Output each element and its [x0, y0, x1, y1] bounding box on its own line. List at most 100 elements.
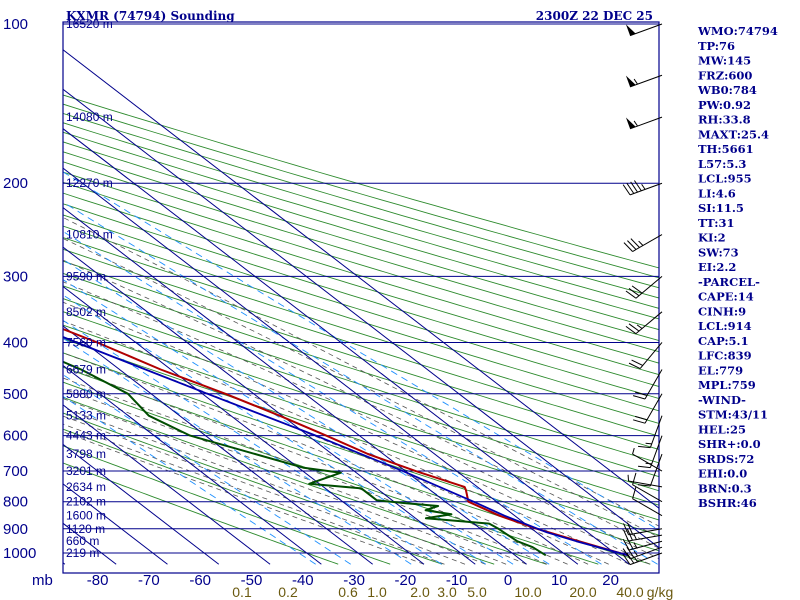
height-tick-label: 1120 m: [66, 522, 105, 536]
pressure-tick-label: 500: [3, 386, 28, 403]
background-lines: [63, 49, 659, 565]
height-tick-label: 660 m: [66, 534, 99, 548]
height-tick-label: 8502 m: [66, 305, 106, 319]
dry-adiabat: [63, 192, 659, 376]
sounding-index: EI:2.2: [698, 260, 736, 274]
wind-barb: [632, 369, 663, 400]
dry-adiabat: [63, 181, 659, 364]
isotherm: [63, 562, 66, 565]
dry-adiabat: [63, 285, 659, 478]
height-tick-label: 10810 m: [66, 228, 113, 242]
mixing-ratio-line: [63, 337, 412, 565]
mixing-ratio-label: 2.0: [410, 584, 430, 600]
dry-adiabat: [63, 237, 659, 424]
height-tick-label: 6679 m: [66, 363, 106, 377]
plot-frame: [62, 21, 660, 574]
temperature-tick-label: 20: [602, 572, 619, 589]
wind-barb: [625, 311, 663, 335]
mixing-ratio-label: 5.0: [467, 584, 487, 600]
temperature-tick-label: -20: [395, 572, 417, 589]
height-tick-label: 2102 m: [66, 495, 106, 509]
sounding-index: EHI:0.0: [698, 467, 747, 481]
sounding-index: MPL:759: [698, 378, 756, 392]
wind-barb: [627, 474, 663, 488]
pressure-tick-label: 600: [3, 428, 28, 445]
sounding-index: WB0:784: [697, 83, 757, 97]
wind-barb: [622, 180, 663, 196]
pressure-tick-label: 300: [3, 268, 28, 285]
sounding-index: HEL:25: [698, 422, 746, 436]
dry-adiabat: [63, 171, 659, 353]
mixing-ratio-label: 20.0: [569, 584, 596, 600]
moist-adiabat: [63, 365, 568, 565]
dry-adiabat: [63, 338, 659, 536]
height-tick-label: 219 m: [66, 546, 99, 560]
sounding-index: KI:2: [698, 231, 726, 245]
mixing-ratio-unit: g/kg: [647, 584, 673, 600]
sounding-index: RH:33.8: [698, 113, 751, 127]
mixing-ratio-line: [63, 294, 487, 565]
height-tick-label: 14080 m: [66, 110, 113, 124]
mixing-ratio-line: [63, 171, 659, 531]
sounding-index: CAP:5.1: [698, 334, 749, 348]
wind-barb: [632, 393, 663, 424]
isotherm: [63, 167, 579, 565]
isotherm: [63, 443, 220, 565]
moist-adiabat: [63, 431, 425, 565]
wind-barb: [632, 486, 663, 517]
dry-adiabat: [63, 248, 659, 437]
dry-adiabat: [63, 122, 659, 299]
wind-barb: [632, 472, 663, 503]
isotherm: [63, 49, 659, 509]
sounding-index: SI:11.5: [698, 201, 744, 215]
moist-adiabat: [63, 388, 527, 565]
sounding-index: LI:4.6: [698, 186, 736, 200]
mixing-ratio-label: 0.2: [278, 584, 298, 600]
sounding-index: WMO:74794: [697, 24, 778, 38]
moist-adiabat: [63, 415, 466, 565]
height-tick-label: 1600 m: [66, 509, 106, 523]
wind-barb: [623, 522, 663, 536]
dry-adiabat: [63, 225, 659, 412]
isotherm: [63, 404, 271, 565]
dry-adiabat: [63, 112, 659, 289]
moist-adiabat: [63, 398, 507, 565]
sounding-index: PW:0.92: [698, 98, 751, 112]
mixing-ratio-label: 0.1: [232, 584, 252, 600]
moist-adiabat: [63, 301, 650, 565]
dry-adiabat: [63, 131, 659, 309]
sounding-index: STM:43/11: [698, 408, 768, 422]
height-tick-label: 2634 m: [66, 480, 106, 494]
pressure-tick-label: 200: [3, 175, 28, 192]
temperature-tick-label: -70: [138, 572, 160, 589]
dry-adiabat: [63, 324, 659, 521]
mixing-ratio-label: 3.0: [437, 584, 457, 600]
moist-adiabat: [63, 259, 659, 549]
dry-adiabat: [63, 445, 391, 565]
dry-adiabat: [63, 311, 659, 506]
sounding-index: SRDS:72: [698, 452, 754, 466]
mixing-ratio-line: [63, 230, 602, 565]
mixing-ratio-line: [63, 319, 442, 565]
mixing-ratio-label: 40.0: [616, 584, 643, 600]
dry-adiabat: [63, 103, 659, 279]
moist-adiabat: [63, 352, 589, 565]
dry-adiabat: [63, 272, 659, 464]
temperature-tick-label: 10: [551, 572, 568, 589]
sounding-index: MAXT:25.4: [698, 127, 769, 141]
temperature-tick-label: -50: [241, 572, 263, 589]
sounding-index: LCL:914: [698, 319, 752, 333]
mixing-ratio-line: [63, 201, 658, 565]
wind-barb: [625, 276, 663, 299]
sounding-index: BRN:0.3: [698, 481, 752, 495]
wind-barb: [628, 342, 663, 369]
sounding-index: TH:5661: [698, 142, 754, 156]
wind-barb: [623, 234, 663, 252]
sounding-index: TT:31: [698, 216, 735, 230]
dry-adiabat: [63, 352, 659, 552]
height-tick-label: 7560 m: [66, 335, 106, 349]
sounding-index: L57:5.3: [698, 157, 746, 171]
isotherm: [63, 128, 630, 565]
isotherm: [63, 325, 373, 565]
